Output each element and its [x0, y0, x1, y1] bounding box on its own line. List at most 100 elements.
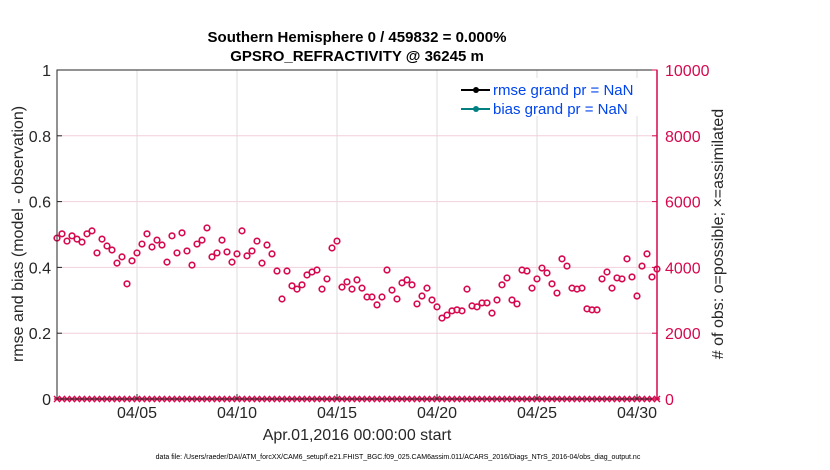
y-right-tick-label: 0 [665, 392, 674, 409]
possible-obs-point [203, 224, 211, 232]
possible-obs-point [73, 235, 81, 243]
y-right-tick-label: 6000 [665, 195, 701, 212]
chart-title-line1: Southern Hemisphere 0 / 459832 = 0.000% [208, 29, 507, 46]
possible-obs-point [273, 267, 281, 275]
possible-obs-point [348, 285, 356, 293]
possible-obs-point [233, 250, 241, 258]
possible-obs-point [193, 240, 201, 248]
possible-obs-point [303, 271, 311, 279]
possible-obs-point [483, 299, 491, 307]
possible-obs-point [458, 307, 466, 315]
y-tick-label: 0 [42, 392, 51, 409]
possible-obs-point [393, 295, 401, 303]
legend-bias-marker [473, 106, 479, 112]
possible-obs-point [88, 227, 96, 235]
possible-obs-point [118, 253, 126, 261]
x-tick-label: 04/10 [217, 405, 257, 422]
possible-obs-point [383, 266, 391, 274]
possible-obs-point [258, 259, 266, 267]
possible-obs-point [338, 283, 346, 291]
possible-obs-point [388, 286, 396, 294]
y-right-tick-label: 2000 [665, 326, 701, 343]
possible-obs-point [138, 240, 146, 248]
possible-obs-point [473, 303, 481, 311]
possible-obs-point [163, 258, 171, 266]
possible-obs-point [78, 238, 86, 246]
possible-obs-point [313, 266, 321, 274]
possible-obs-point [243, 252, 251, 260]
possible-obs-point [648, 273, 656, 281]
x-tick-label: 04/25 [517, 405, 557, 422]
possible-obs-point [493, 296, 501, 304]
x-tick-label: 04/05 [117, 405, 157, 422]
legend-bias-label: bias grand pr = NaN [493, 101, 628, 118]
possible-obs-point [63, 237, 71, 245]
possible-obs-point [423, 284, 431, 292]
possible-obs-point [543, 269, 551, 277]
possible-obs-point [623, 255, 631, 263]
possible-obs-point [133, 249, 141, 257]
possible-obs-point [328, 244, 336, 252]
possible-obs-point [58, 230, 66, 238]
possible-obs-point [108, 246, 116, 254]
possible-obs-point [178, 229, 186, 237]
possible-obs-point [298, 281, 306, 289]
possible-obs-point [143, 230, 151, 238]
possible-obs-point [378, 293, 386, 301]
possible-obs-point [488, 309, 496, 317]
legend: rmse grand pr = NaN bias grand pr = NaN [444, 78, 652, 118]
y-right-tick-label: 8000 [665, 129, 701, 146]
possible-obs-point [153, 236, 161, 244]
possible-obs-point [443, 311, 451, 319]
tick-labels: 0 0 0.2 2000 0.4 4000 0.6 6000 0.8 8000 1 10000 04/0… [29, 63, 710, 422]
possible-obs-point [343, 278, 351, 286]
possible-obs-point [168, 232, 176, 240]
y-tick-label: 0.8 [29, 129, 51, 146]
possible-obs-point [528, 284, 536, 292]
y-axis-right-label: # of obs: o=possible; ×=assimilated [710, 109, 727, 359]
possible-obs-point [68, 232, 76, 240]
possible-obs-point [578, 284, 586, 292]
legend-rmse-label: rmse grand pr = NaN [493, 82, 633, 99]
possible-obs-point [218, 236, 226, 244]
possible-obs-point [223, 248, 231, 256]
possible-obs-point [278, 295, 286, 303]
possible-obs-point [643, 250, 651, 258]
data-file-footer: data file: /Users/raeder/DAI/ATM_forcXX/… [156, 454, 641, 461]
possible-obs-point [503, 274, 511, 282]
possible-obs-point [208, 253, 216, 261]
possible-obs-point [508, 296, 516, 304]
possible-obs-point [238, 227, 246, 235]
x-axis-label: Apr.01,2016 00:00:00 start [263, 427, 452, 444]
possible-obs-point [628, 273, 636, 281]
possible-obs-point [533, 275, 541, 283]
possible-obs-point [598, 275, 606, 283]
possible-obs-point [603, 268, 611, 276]
possible-obs-point [373, 301, 381, 309]
possible-obs-point [368, 293, 376, 301]
possible-obs-point [213, 249, 221, 257]
possible-obs-point [548, 280, 556, 288]
possible-obs-point [323, 275, 331, 283]
possible-obs-point [638, 262, 646, 270]
possible-obs-point [268, 250, 276, 258]
possible-obs-point [413, 300, 421, 308]
possible-obs-point [113, 259, 121, 267]
chart-title-line2: GPSRO_REFRACTIVITY @ 36245 m [230, 48, 484, 65]
y-tick-label: 1 [42, 63, 51, 80]
possible-obs-point [438, 314, 446, 322]
possible-obs-point [288, 282, 296, 290]
possible-obs-point [403, 276, 411, 284]
possible-obs-point [188, 261, 196, 269]
possible-obs-point [353, 276, 361, 284]
x-tick-label: 04/20 [417, 405, 457, 422]
possible-obs-point [523, 267, 531, 275]
possible-obs-point [248, 247, 256, 255]
marks [53, 224, 661, 403]
possible-obs-point [558, 255, 566, 263]
possible-obs-point [253, 237, 261, 245]
possible-obs-point [148, 243, 156, 251]
possible-obs-point [318, 285, 326, 293]
